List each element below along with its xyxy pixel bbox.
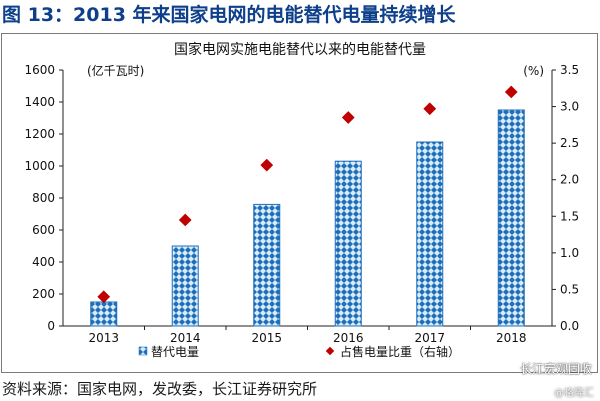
y-right-ticks: 0.0 0.5 1.0 1.5 2.0 2.5 3.0 3.5 [552,63,579,333]
y-right-tick-label: 1.0 [560,246,579,260]
y-left-tick-label: 400 [32,255,55,269]
watermark: 长江宏观固收 [519,362,592,376]
point-2013 [97,290,111,304]
legend-point-label: 占售电量比重（右轴） [340,344,460,359]
bar-2014 [171,245,199,327]
legend-bar-swatch [138,346,148,356]
x-tick-label-2015: 2015 [251,331,282,345]
watermark-sub: @格隆汇 [554,388,594,399]
y-left-tick-label: 200 [32,287,55,301]
y-right-tick-label: 3.5 [560,63,579,77]
y-left-tick-label: 1000 [24,159,55,173]
bar-2013 [90,301,118,327]
figure-title: 图 13：2013 年来国家电网的电能替代电量持续增长 [2,4,456,26]
point-2017 [423,102,437,116]
x-tick-label-2018: 2018 [496,331,527,345]
point-2014 [178,213,192,227]
chart-title: 国家电网实施电能替代以来的电能替代量 [174,41,426,58]
y-right-tick-label: 2.5 [560,136,579,150]
y-left-tick-label: 0 [47,319,55,333]
y-right-tick-label: 0.0 [560,319,579,333]
chart-svg: 国家电网实施电能替代以来的电能替代量 (亿千瓦时) (%) 0 200 400 600… [24,41,579,359]
legend-point-swatch [325,346,335,356]
y-right-tick-label: 0.5 [560,282,579,296]
y-left-tick-label: 800 [32,191,55,205]
y-left-unit: (亿千瓦时) [87,63,144,78]
x-tick-label-2017: 2017 [414,331,445,345]
y-right-tick-label: 1.5 [560,209,579,223]
x-tick-label-2016: 2016 [333,331,364,345]
x-tick-labels: 2013 2014 2015 2016 2017 2018 [88,326,527,345]
chart-frame: 国家电网实施电能替代以来的电能替代量 (亿千瓦时) (%) 0 200 400 600… [1,33,598,373]
bar-2017 [416,141,444,327]
y-right-unit: (%) [523,64,544,78]
bar-2018 [497,109,525,327]
y-left-tick-label: 1600 [24,63,55,77]
y-right-tick-label: 2.0 [560,173,579,187]
source-note: 资料来源：国家电网，发改委，长江证券研究所 [2,380,318,398]
x-tick-label-2014: 2014 [170,331,201,345]
y-left-tick-label: 600 [32,223,55,237]
point-2018 [504,85,518,99]
legend: 替代电量 占售电量比重（右轴） [138,344,460,359]
point-series [97,85,518,304]
x-tick-label-2013: 2013 [88,331,119,345]
y-left-tick-label: 1400 [24,95,55,109]
y-left-tick-label: 1200 [24,127,55,141]
y-right-tick-label: 3.0 [560,100,579,114]
bar-2015 [253,203,281,327]
point-2015 [260,158,274,172]
point-2016 [341,111,355,124]
bar-series [90,109,525,327]
bar-2016 [334,160,362,327]
legend-bar-label: 替代电量 [151,345,199,359]
y-left-ticks: 0 200 400 600 800 1000 1200 1400 1600 [24,63,63,333]
